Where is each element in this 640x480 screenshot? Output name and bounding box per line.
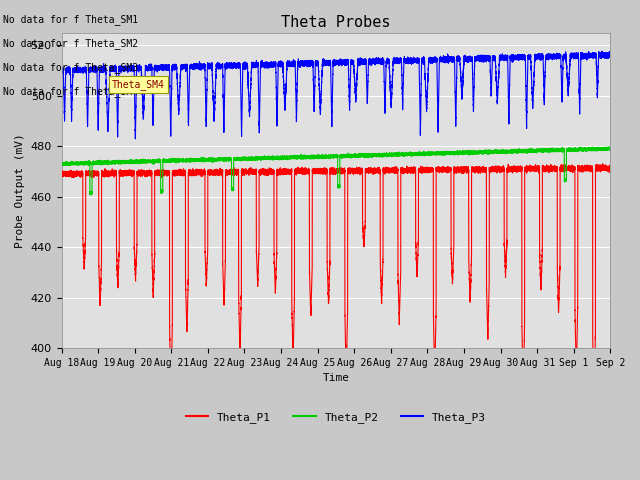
Text: No data for f Theta_SM2: No data for f Theta_SM2 — [3, 38, 138, 49]
Text: No data for f Theta_SM1: No data for f Theta_SM1 — [3, 14, 138, 25]
X-axis label: Time: Time — [323, 373, 349, 384]
Legend: Theta_P1, Theta_P2, Theta_P3: Theta_P1, Theta_P2, Theta_P3 — [182, 407, 490, 427]
Title: Theta Probes: Theta Probes — [281, 15, 390, 30]
Text: No data for f Theta_SM4: No data for f Theta_SM4 — [3, 86, 138, 97]
Y-axis label: Probe Output (mV): Probe Output (mV) — [15, 133, 25, 248]
Text: No data for f Theta_SM3: No data for f Theta_SM3 — [3, 62, 138, 73]
Text: Theta_SM4: Theta_SM4 — [112, 79, 165, 90]
